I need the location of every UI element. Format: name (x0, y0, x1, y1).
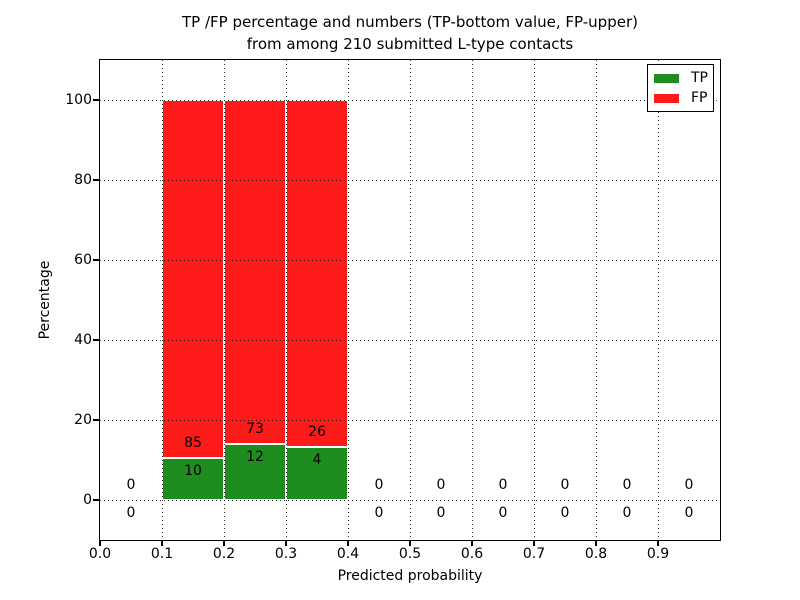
x-tick-label: 0.2 (212, 546, 236, 562)
fp-count-label: 0 (126, 477, 136, 493)
fp-count-label: 0 (498, 477, 508, 493)
gridline-vertical (533, 60, 535, 540)
bar-fp-segment (224, 100, 286, 444)
gridline-vertical (285, 60, 287, 540)
gridline-vertical (471, 60, 473, 540)
tp-count-label: 0 (684, 505, 694, 521)
x-tick-label: 0.5 (398, 546, 422, 562)
chart-title-line1: TP /FP percentage and numbers (TP-bottom… (182, 13, 638, 31)
gridline-vertical (223, 60, 225, 540)
tp-count-label: 10 (184, 462, 202, 479)
y-tick-label: 60 (74, 252, 92, 268)
legend-entry-fp: FP (654, 91, 713, 105)
gridline-vertical (657, 60, 659, 540)
fp-count-label: 73 (246, 420, 264, 437)
y-tick-mark (93, 419, 100, 421)
legend-entry-tp: TP (654, 71, 713, 85)
x-tick-label: 0.4 (336, 546, 360, 562)
x-tick-mark (99, 540, 101, 546)
x-tick-mark (161, 540, 163, 546)
gridline-vertical (347, 60, 349, 540)
bar-tp-segment (224, 443, 286, 500)
fp-count-label: 0 (436, 477, 446, 493)
fp-count-label: 0 (374, 477, 384, 493)
fp-count-label: 0 (622, 477, 632, 493)
x-tick-label: 0.0 (88, 546, 112, 562)
y-tick-label: 0 (83, 492, 92, 508)
x-tick-mark (595, 540, 597, 546)
tp-count-label: 0 (374, 505, 384, 521)
bar-tp-segment (162, 457, 224, 500)
y-tick-label: 100 (65, 92, 92, 108)
x-tick-mark (471, 540, 473, 546)
x-axis-label: Predicted probability (337, 568, 483, 584)
gridline-vertical (161, 60, 163, 540)
fp-count-label: 26 (308, 423, 326, 440)
y-tick-label: 20 (74, 412, 92, 428)
fp-count-label: 0 (560, 477, 570, 493)
gridline-vertical (595, 60, 597, 540)
chart-title-line2: from among 210 submitted L-type contacts (246, 35, 574, 53)
y-tick-mark (93, 499, 100, 501)
gridline-vertical (409, 60, 411, 540)
bar-fp-segment (162, 100, 224, 458)
fp-legend-label: FP (691, 90, 708, 106)
tp-count-label: 0 (560, 505, 570, 521)
x-tick-label: 0.6 (460, 546, 484, 562)
y-tick-mark (93, 179, 100, 181)
chart-title: TP /FP percentage and numbers (TP-bottom… (90, 11, 730, 55)
y-tick-label: 40 (74, 332, 92, 348)
bar-fp-segment (286, 100, 348, 447)
fp-count-label: 0 (684, 477, 694, 493)
x-tick-label: 0.1 (150, 546, 174, 562)
tp-legend-label: TP (691, 70, 708, 86)
y-tick-mark (93, 339, 100, 341)
x-tick-mark (347, 540, 349, 546)
tp-count-label: 12 (246, 448, 264, 465)
tp-count-label: 0 (436, 505, 446, 521)
y-axis-label: Percentage (37, 260, 53, 340)
tp-legend-swatch (654, 73, 679, 83)
x-tick-mark (223, 540, 225, 546)
x-tick-label: 0.7 (522, 546, 546, 562)
tp-count-label: 0 (498, 505, 508, 521)
fp-count-label: 85 (184, 434, 202, 451)
x-tick-label: 0.9 (646, 546, 670, 562)
tp-count-label: 4 (312, 451, 322, 468)
y-tick-label: 80 (74, 172, 92, 188)
tp-count-label: 0 (622, 505, 632, 521)
fp-legend-swatch (654, 93, 679, 103)
y-tick-mark (93, 259, 100, 261)
x-tick-mark (409, 540, 411, 546)
x-tick-label: 0.8 (584, 546, 608, 562)
x-tick-label: 0.3 (274, 546, 298, 562)
tp-count-label: 0 (126, 505, 136, 521)
x-tick-mark (657, 540, 659, 546)
legend: TP FP (647, 64, 714, 112)
y-tick-mark (93, 99, 100, 101)
x-tick-mark (533, 540, 535, 546)
x-tick-mark (285, 540, 287, 546)
